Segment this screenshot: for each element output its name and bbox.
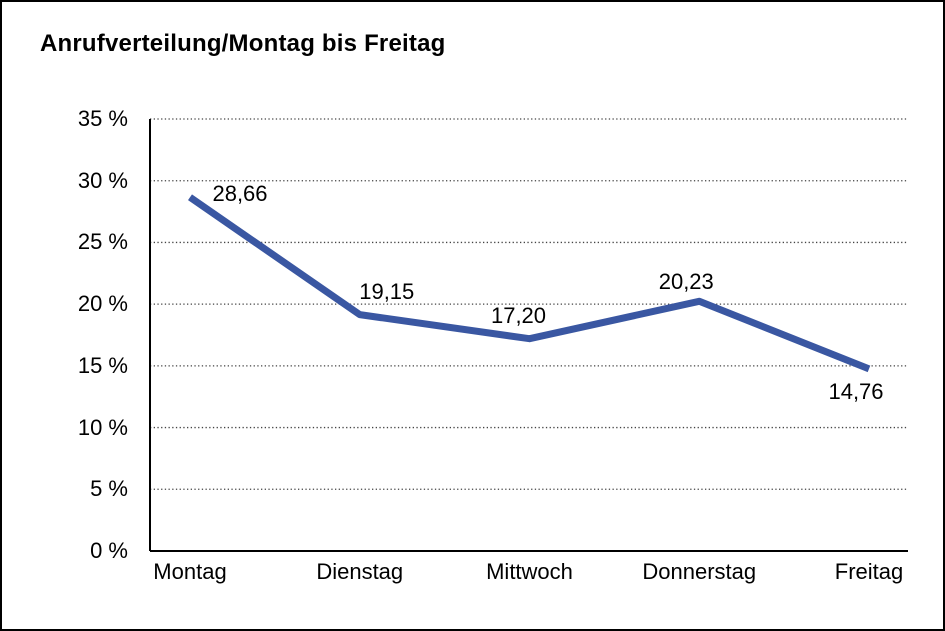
y-axis-tick-label: 25 %: [77, 229, 128, 255]
y-axis-tick-label: 10 %: [77, 414, 128, 440]
data-point-value-label: 28,66: [212, 181, 268, 207]
y-axis-tick-label: 0 %: [90, 538, 128, 563]
y-axis-tick-label: 15 %: [77, 352, 128, 378]
y-axis-tick-label: 30 %: [77, 167, 128, 193]
data-point-value-label: 17,20: [490, 302, 547, 328]
chart-title: Anrufverteilung/Montag bis Freitag: [40, 30, 446, 57]
data-point-value-label: 14,76: [828, 378, 884, 404]
x-axis-category-label: Freitag: [834, 559, 904, 584]
x-axis-category-label: Donnerstag: [642, 559, 757, 584]
y-axis-tick-label: 35 %: [77, 106, 128, 131]
y-axis-tick-label: 5 %: [90, 476, 128, 502]
x-axis-category-label: Montag: [153, 559, 227, 584]
data-series-line: [188, 194, 871, 373]
x-axis-category-label: Dienstag: [316, 559, 404, 584]
x-axis-category-label: Mittwoch: [486, 559, 573, 584]
data-point-value-label: 19,15: [359, 278, 415, 304]
data-point-value-label: 20,23: [658, 269, 714, 295]
y-axis-tick-label: 20 %: [77, 291, 128, 317]
